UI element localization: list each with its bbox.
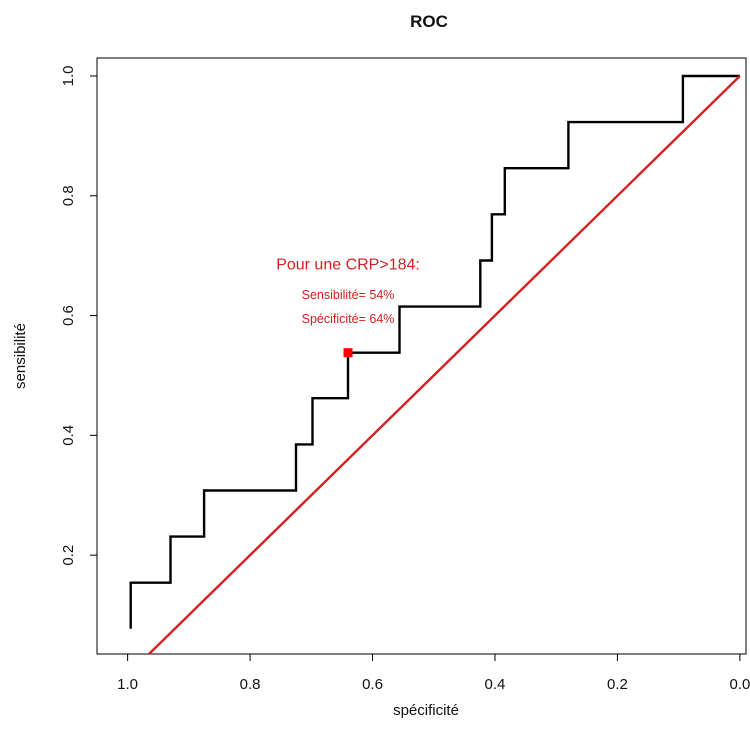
annotation-text: Pour une CRP>184: [276,256,420,273]
y-axis: 0.2 0.4 0.6 0.8 1.0 [60,66,97,566]
x-axis-label: spécificité [393,702,459,719]
annotation-text: Spécificité= 64% [302,312,395,326]
x-tick-label: 0.0 [729,676,750,693]
diagonal-reference-line [148,75,741,655]
chart-title: ROC [410,12,448,31]
y-tick-label: 0.6 [60,305,77,326]
x-tick-label: 0.4 [485,676,506,693]
threshold-point-marker [343,348,353,358]
y-tick-label: 0.8 [60,185,77,206]
x-tick-label: 1.0 [117,676,138,693]
x-tick-label: 0.6 [362,676,383,693]
x-axis: 1.0 0.8 0.6 0.4 0.2 0.0 [117,654,750,693]
plot-frame [96,57,747,655]
y-tick-label: 0.4 [60,425,77,446]
x-tick-label: 0.2 [607,676,628,693]
y-axis-label: sensibilité [12,323,29,389]
series-layer [129,74,741,655]
x-tick-label: 0.8 [240,676,261,693]
annotation-text: Sensibilité= 54% [302,288,395,302]
y-tick-label: 0.2 [60,545,77,566]
roc-curve-line [129,74,740,629]
annotation-layer: Pour une CRP>184: Sensibilité= 54% Spécifi… [276,256,420,325]
y-tick-label: 1.0 [60,66,77,87]
